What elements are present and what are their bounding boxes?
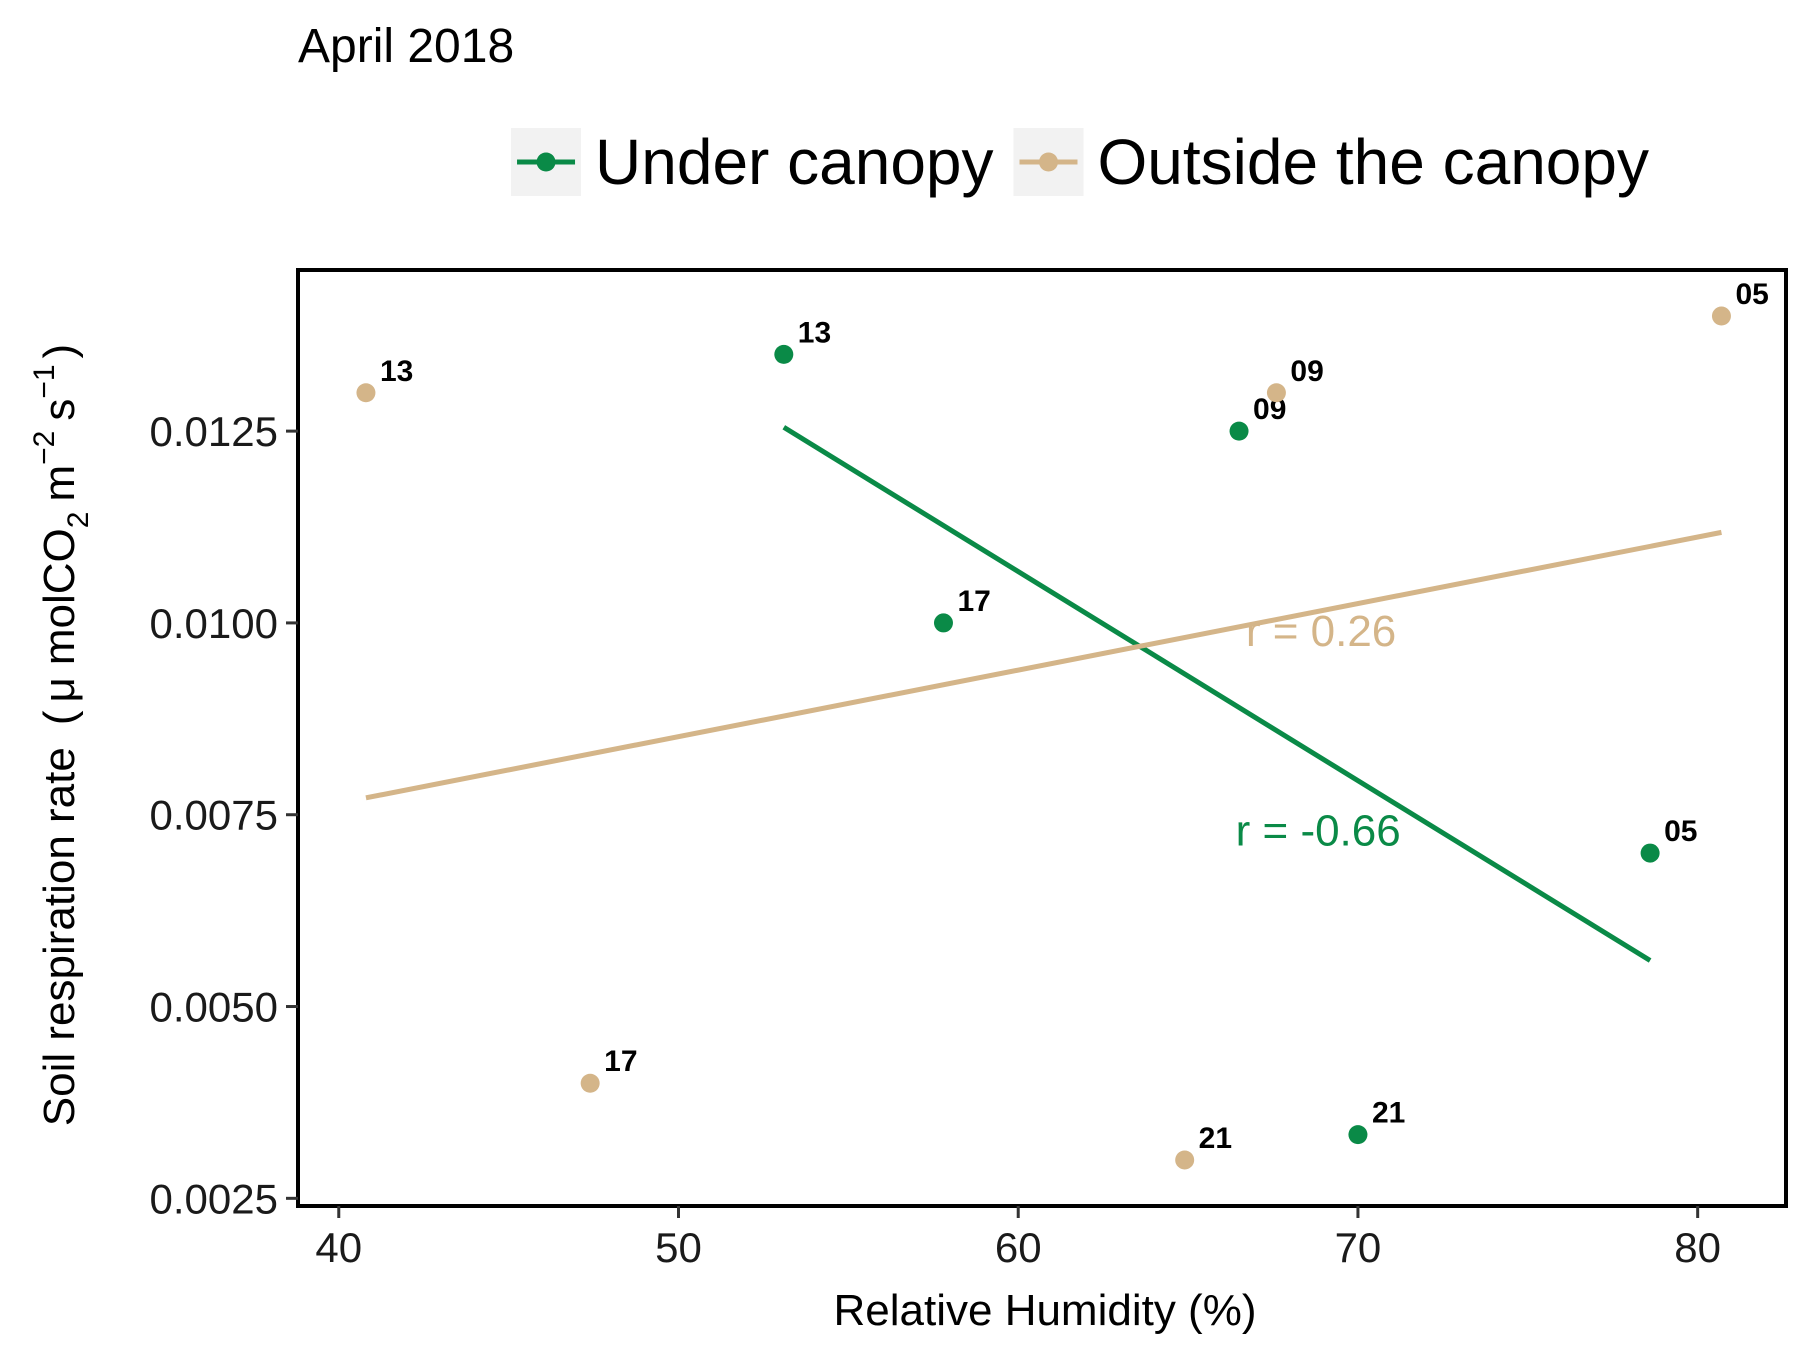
y-axis-title-s: s bbox=[35, 399, 84, 421]
data-point-series-1-3 bbox=[580, 1073, 600, 1093]
data-point-series-0-2 bbox=[933, 613, 953, 633]
legend-key-point-1 bbox=[1039, 152, 1058, 172]
data-point-series-1-4 bbox=[1175, 1150, 1195, 1170]
point-label-series-1-3: 17 bbox=[604, 1045, 637, 1078]
correlation-label-series-1: r = 0.26 bbox=[1246, 607, 1396, 656]
point-label-series-0-4: 21 bbox=[1372, 1097, 1405, 1130]
y-tick-label-4: 0.0125 bbox=[150, 408, 278, 455]
y-axis-title-open: ( bbox=[35, 710, 84, 725]
y-axis-title-main: Soil respiration rate bbox=[35, 747, 84, 1126]
y-tick-label-0: 0.0025 bbox=[150, 1175, 278, 1222]
y-tick-label-3: 0.0100 bbox=[150, 600, 278, 647]
fit-line-series-1 bbox=[365, 529, 1722, 801]
x-axis: 40 50 60 70 80 bbox=[315, 1206, 1721, 1271]
x-tick-label-2: 60 bbox=[995, 1224, 1042, 1271]
fit-line-series-0 bbox=[782, 425, 1652, 963]
data-point-series-0-1 bbox=[1229, 421, 1249, 441]
y-axis-title-close: ) bbox=[35, 344, 84, 359]
data-point-series-1-2 bbox=[1711, 306, 1731, 326]
point-label-series-1-4: 21 bbox=[1199, 1122, 1232, 1155]
plot-border bbox=[296, 268, 1788, 1208]
point-label-series-1-0: 13 bbox=[380, 355, 413, 388]
y-axis: 0.0025 0.0050 0.0075 0.0100 0.0125 bbox=[150, 408, 298, 1222]
data-point-series-0-0 bbox=[774, 344, 794, 364]
y-axis-title-mol: molCO bbox=[35, 528, 84, 665]
data-point-series-0-3 bbox=[1640, 843, 1660, 863]
chart-title: April 2018 bbox=[298, 20, 514, 73]
x-axis-title: Relative Humidity (%) bbox=[834, 1286, 1257, 1335]
y-axis-title-m: m bbox=[35, 465, 84, 502]
x-tick-label-1: 50 bbox=[655, 1224, 702, 1271]
data-point-series-0-4 bbox=[1348, 1125, 1368, 1145]
legend: Under canopy Outside the canopy bbox=[511, 126, 1649, 198]
data-point-series-1-0 bbox=[356, 383, 376, 403]
y-axis-title: Soil respiration rate ( μ molCO2 m−2 s−1) bbox=[28, 344, 95, 1126]
x-tick-label-3: 70 bbox=[1335, 1224, 1382, 1271]
data-point-series-1-1 bbox=[1266, 383, 1286, 403]
legend-label-1: Outside the canopy bbox=[1098, 126, 1649, 198]
x-tick-label-0: 40 bbox=[315, 1224, 362, 1271]
legend-key-point-0 bbox=[536, 152, 556, 172]
svg-text:Soil respiration rate(μmolCO2m: Soil respiration rate ( μ molCO2 m−2 s−1) bbox=[28, 344, 95, 1126]
y-axis-title-mu: μ bbox=[35, 677, 84, 702]
legend-label-0: Under canopy bbox=[595, 126, 993, 198]
x-tick-label-4: 80 bbox=[1674, 1224, 1721, 1271]
point-label-series-0-0: 13 bbox=[798, 316, 831, 349]
y-axis-title-exp-s: −1 bbox=[28, 364, 61, 398]
y-axis-title-sub: 2 bbox=[62, 512, 95, 529]
point-label-series-1-2: 05 bbox=[1735, 278, 1768, 311]
y-axis-title-exp-m: −2 bbox=[28, 431, 61, 465]
y-tick-label-2: 0.0075 bbox=[150, 792, 278, 839]
point-label-series-1-1: 09 bbox=[1290, 355, 1323, 388]
point-label-series-0-3: 05 bbox=[1664, 815, 1697, 848]
correlation-label-series-0: r = -0.66 bbox=[1236, 806, 1401, 855]
point-label-series-0-2: 17 bbox=[957, 585, 990, 618]
y-tick-label-1: 0.0050 bbox=[150, 984, 278, 1031]
